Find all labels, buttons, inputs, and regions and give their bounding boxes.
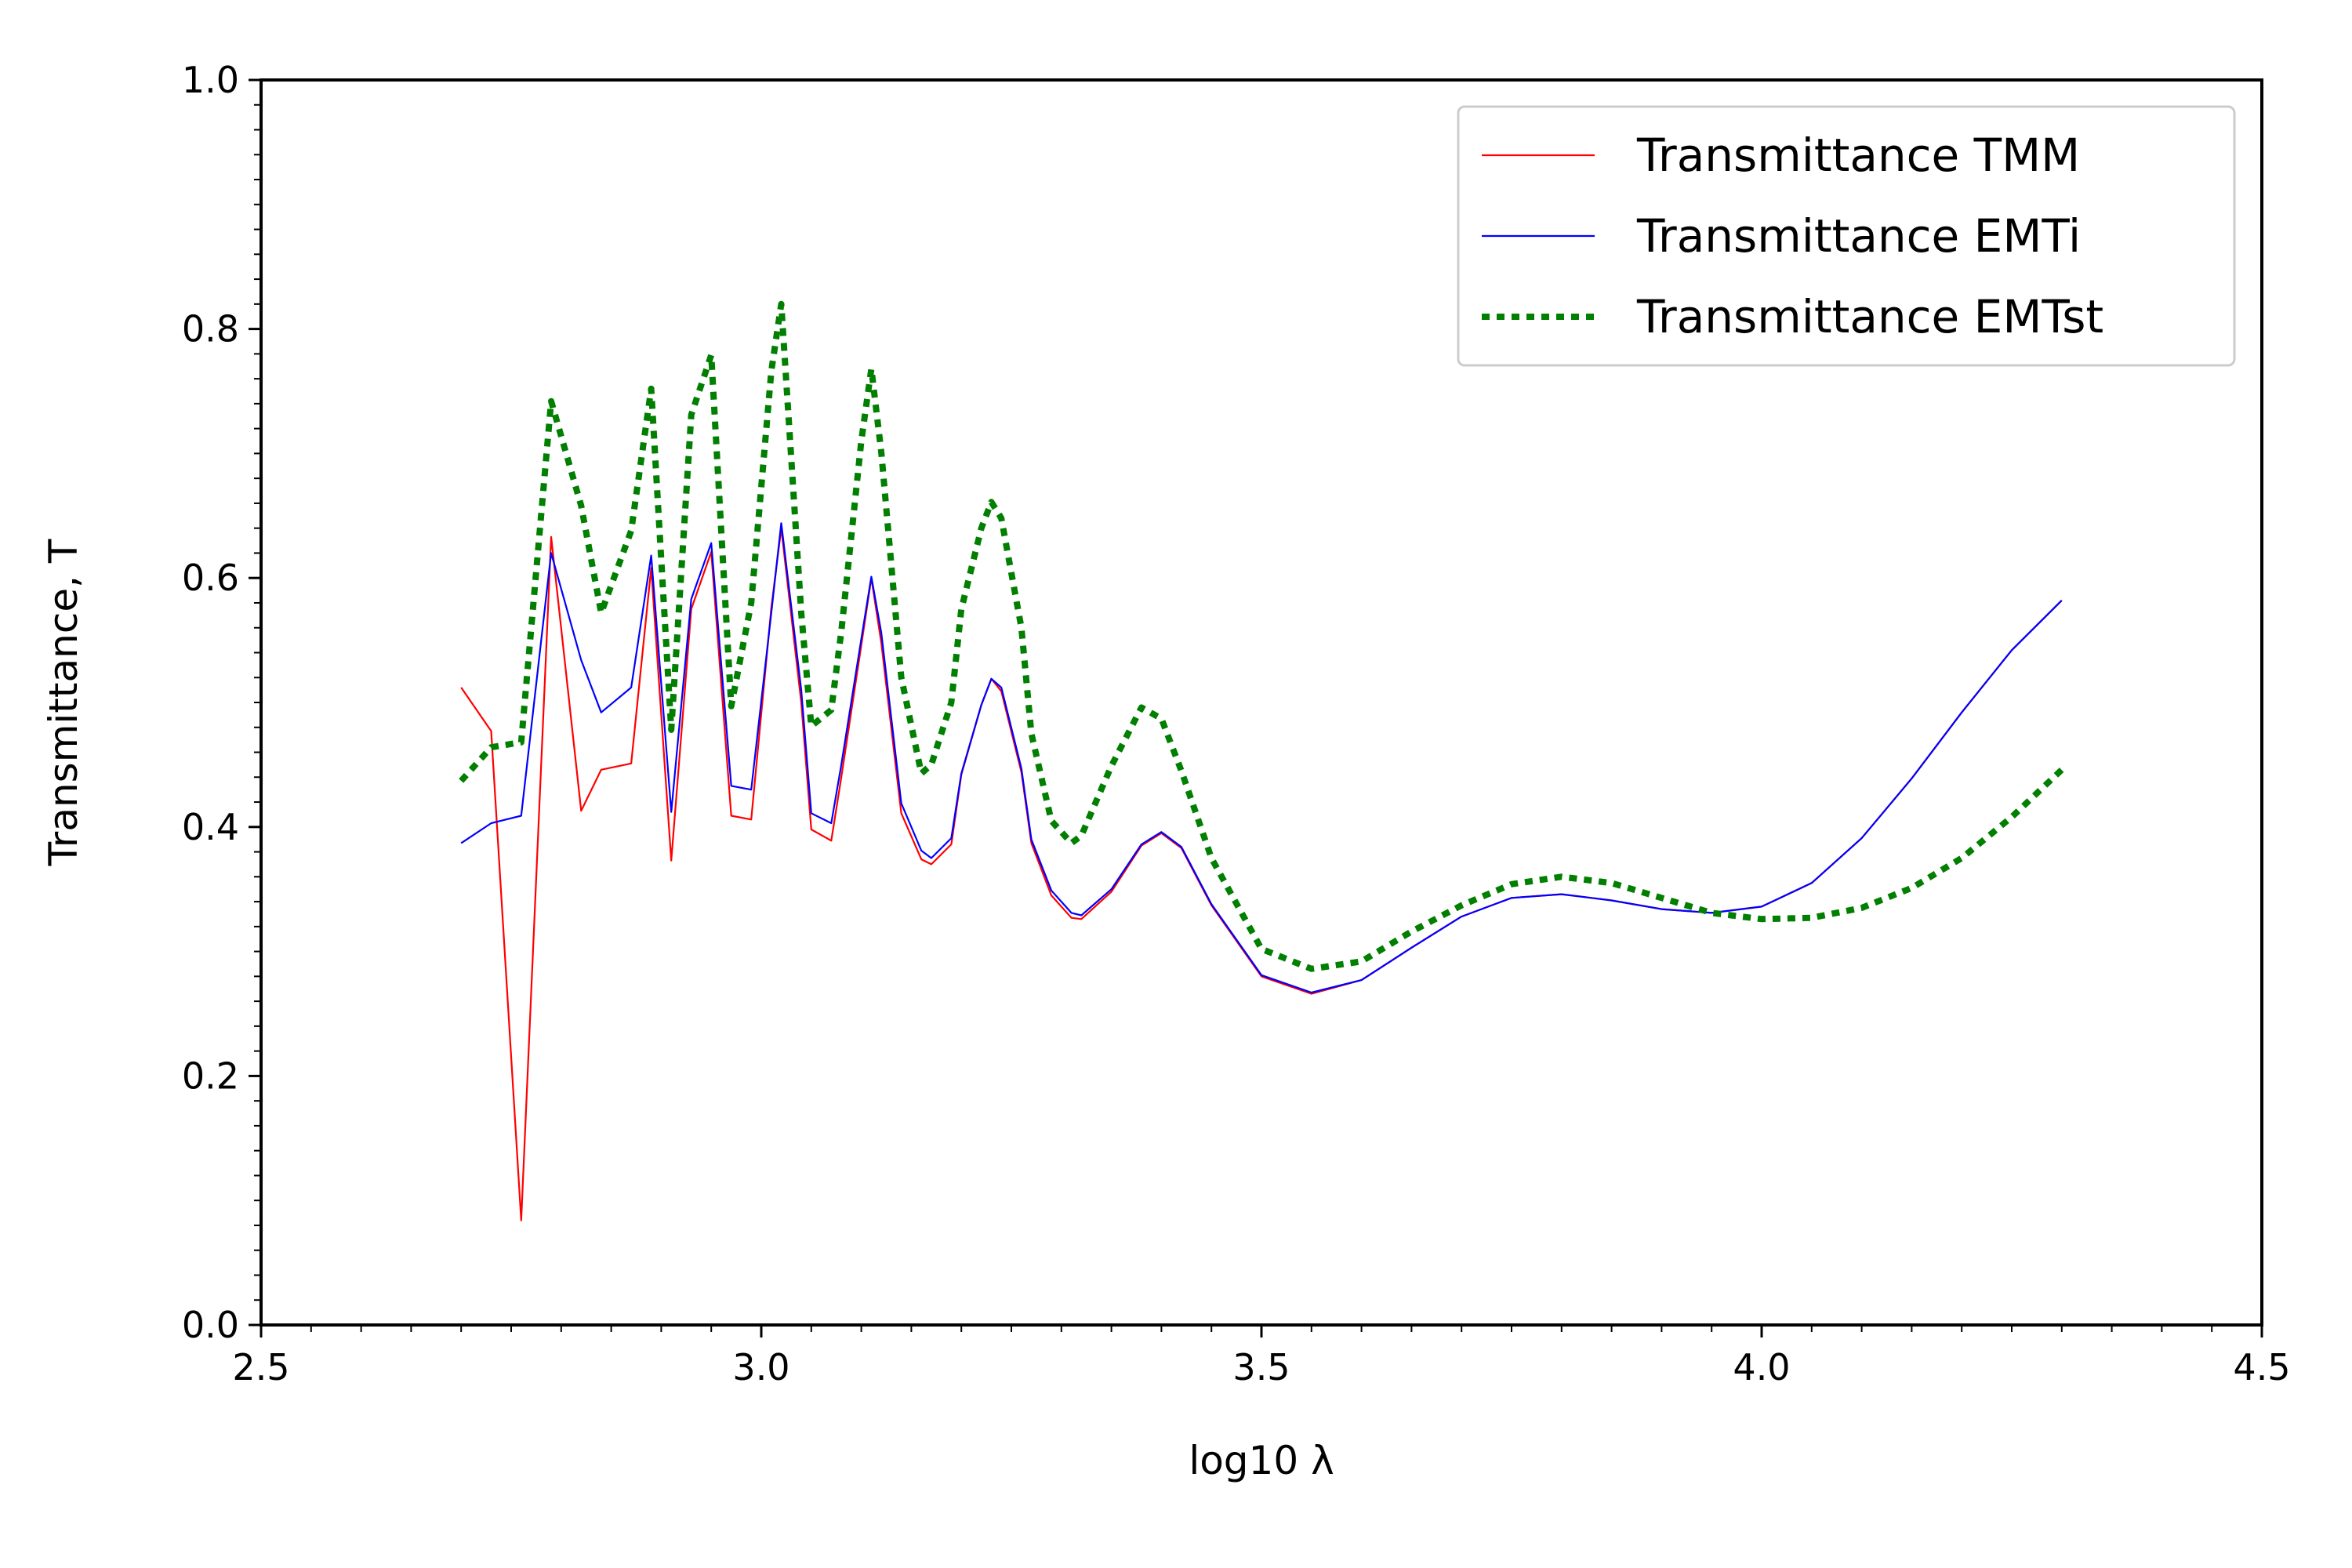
- ticks-layer: 2.5 3.0 3.5 4.0 4.5 0.0 0.2 0.4 0.6 0.8 1.0: [182, 59, 2291, 1388]
- legend-label-tmm: Transmittance TMM: [1636, 129, 2080, 182]
- series-line-emtst: [459, 300, 2064, 972]
- y-tick-label: 0.0: [182, 1304, 239, 1346]
- x-tick-label: 3.0: [732, 1346, 789, 1388]
- y-axis-label: Transmittance, T: [41, 539, 86, 866]
- series-layer: [459, 300, 2064, 1221]
- x-tick-label: 4.0: [1733, 1346, 1790, 1388]
- y-tick-label: 0.2: [182, 1054, 239, 1097]
- legend: Transmittance TMM Transmittance EMTi Tra…: [1457, 105, 2236, 367]
- x-tick-label: 3.5: [1232, 1346, 1290, 1388]
- x-tick-label: 4.5: [2233, 1346, 2290, 1388]
- y-tick-label: 0.4: [182, 806, 239, 848]
- series-line-emti: [460, 522, 2063, 994]
- legend-label-emti: Transmittance EMTi: [1636, 209, 2081, 263]
- x-axis-label: log10 λ: [1189, 1438, 1334, 1483]
- legend-box: [1457, 105, 2236, 367]
- plot-frame: [260, 78, 2263, 1327]
- legend-label-emtst: Transmittance EMTst: [1636, 290, 2103, 343]
- legend-entry-emtst: Transmittance EMTst: [1482, 290, 2103, 343]
- legend-entry-tmm: Transmittance TMM: [1482, 129, 2080, 182]
- y-tick-label: 1.0: [182, 59, 239, 101]
- x-tick-label: 2.5: [232, 1346, 289, 1388]
- y-tick-label: 0.6: [182, 557, 239, 599]
- legend-entry-emti: Transmittance EMTi: [1482, 209, 2081, 263]
- y-tick-label: 0.8: [182, 308, 239, 350]
